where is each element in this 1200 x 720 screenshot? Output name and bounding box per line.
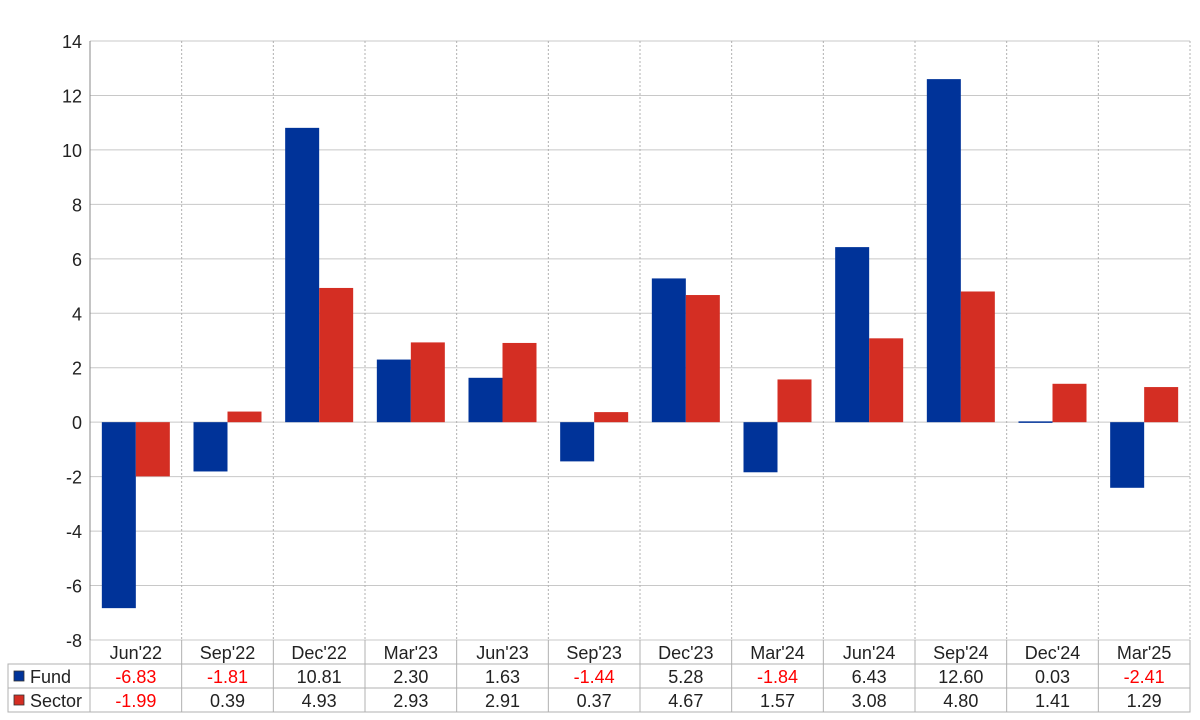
x-tick-label: Dec'22 [291, 643, 346, 663]
y-tick-label: -4 [66, 522, 82, 542]
bar-sector [1052, 383, 1087, 423]
bar-sector [777, 379, 812, 423]
y-tick-label: 2 [72, 359, 82, 379]
x-tick-label: Sep'23 [566, 643, 622, 663]
data-label-fund: 1.63 [485, 667, 520, 687]
bar-sector [135, 422, 170, 477]
bar-fund [101, 422, 136, 609]
x-tick-label: Mar'23 [384, 643, 438, 663]
data-table: Jun'22 Sep'22 Dec'22 Mar'23 Jun'23 Sep'23 Dec'… [7, 640, 1191, 713]
y-tick-label: 12 [62, 86, 82, 106]
x-tick-label: Dec'24 [1025, 643, 1080, 663]
data-label-fund: 10.81 [297, 667, 342, 687]
data-label-sector: 2.91 [485, 691, 520, 711]
x-tick-label: Jun'23 [476, 643, 528, 663]
y-axis-tick-labels: -8 -6 -4 -2 0 2 4 6 8 10 12 14 [62, 32, 82, 651]
data-label-sector: 3.08 [852, 691, 887, 711]
x-tick-label: Sep'22 [200, 643, 256, 663]
data-label-sector: 1.41 [1035, 691, 1070, 711]
bar-fund [376, 359, 411, 423]
data-label-fund: 0.03 [1035, 667, 1070, 687]
bar-fund [193, 422, 228, 472]
x-tick-label: Jun'22 [110, 643, 162, 663]
data-label-sector: 4.67 [668, 691, 703, 711]
bar-sector [410, 342, 445, 423]
bar-fund [1018, 421, 1053, 423]
data-label-sector: -1.99 [115, 691, 156, 711]
data-label-sector: 0.39 [210, 691, 245, 711]
data-label-sector: 0.37 [577, 691, 612, 711]
legend-swatch-sector [13, 694, 25, 706]
y-tick-label: 0 [72, 413, 82, 433]
data-label-fund: -1.84 [757, 667, 798, 687]
bar-sector [227, 411, 262, 423]
bar-fund [835, 247, 870, 423]
y-tick-label: -2 [66, 468, 82, 488]
data-label-sector: 4.80 [943, 691, 978, 711]
bar-fund [926, 79, 961, 423]
x-tick-label: Dec'23 [658, 643, 713, 663]
bar-sector [685, 295, 720, 423]
legend-label-sector: Sector [30, 691, 82, 711]
bar-fund [560, 422, 595, 462]
y-tick-label: 4 [72, 304, 82, 324]
bar-sector [594, 412, 629, 423]
data-label-fund: -2.41 [1124, 667, 1165, 687]
y-tick-label: 6 [72, 250, 82, 270]
bar-fund [743, 422, 778, 473]
data-label-fund: -1.81 [207, 667, 248, 687]
bars [101, 79, 1179, 609]
bar-fund [1110, 422, 1145, 488]
y-tick-label: 14 [62, 32, 82, 52]
y-tick-label: -8 [66, 631, 82, 651]
bar-fund [468, 377, 503, 423]
grid [89, 40, 1191, 641]
bar-sector [319, 287, 354, 423]
bar-fund [651, 278, 686, 423]
x-tick-label: Mar'24 [750, 643, 804, 663]
bar-sector [869, 338, 904, 423]
data-label-fund: 6.43 [852, 667, 887, 687]
data-label-fund: 12.60 [938, 667, 983, 687]
data-label-sector: 1.57 [760, 691, 795, 711]
data-label-sector: 4.93 [302, 691, 337, 711]
y-tick-label: -6 [66, 577, 82, 597]
bar-sector [502, 342, 537, 423]
x-tick-label: Mar'25 [1117, 643, 1171, 663]
bar-sector [1144, 387, 1179, 423]
data-label-sector: 1.29 [1127, 691, 1162, 711]
x-tick-label: Jun'24 [843, 643, 895, 663]
data-label-fund: -1.44 [574, 667, 615, 687]
y-tick-label: 10 [62, 141, 82, 161]
data-label-fund: 2.30 [393, 667, 428, 687]
data-label-sector: 2.93 [393, 691, 428, 711]
data-label-fund: 5.28 [668, 667, 703, 687]
bar-sector [960, 291, 995, 423]
data-label-fund: -6.83 [115, 667, 156, 687]
legend-label-fund: Fund [30, 667, 71, 687]
legend-swatch-fund [13, 670, 25, 682]
bar-fund [285, 127, 320, 423]
y-tick-label: 8 [72, 195, 82, 215]
x-tick-label: Sep'24 [933, 643, 989, 663]
